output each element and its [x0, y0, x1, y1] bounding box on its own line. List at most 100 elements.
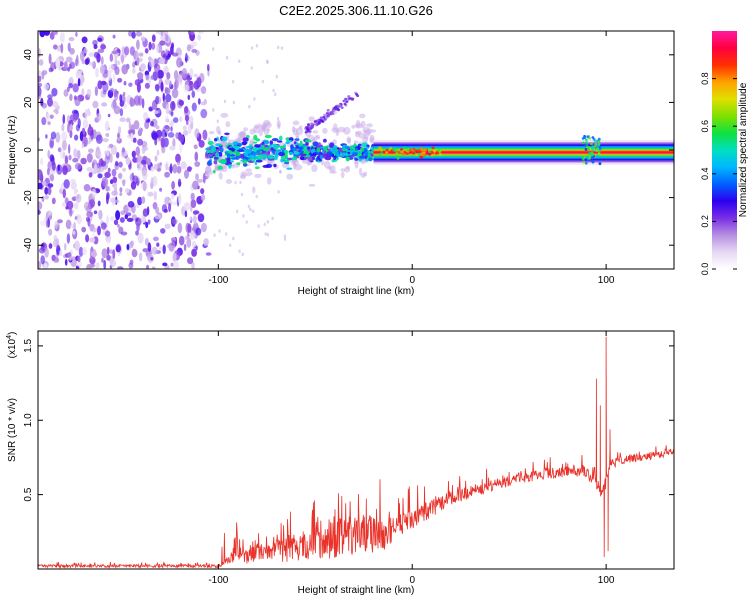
y-tick-label: 1.0: [23, 413, 34, 427]
branch-blob: [310, 125, 314, 128]
noise-blob: [168, 245, 175, 252]
noise-blob: [67, 252, 72, 258]
noise-blob: [112, 74, 116, 83]
clutter-halo: [293, 162, 297, 170]
snr-scale-exponent: 4: [6, 335, 13, 339]
sparse-dot: [242, 214, 245, 218]
noise-blob: [43, 83, 50, 91]
noise-blob: [176, 165, 182, 174]
clutter-halo: [208, 131, 215, 135]
noise-blob: [135, 146, 141, 157]
clutter-halo: [214, 162, 218, 171]
noise-blob: [191, 90, 196, 98]
noise-blob: [137, 129, 143, 137]
noise-blob: [116, 152, 120, 159]
noise-blob: [76, 215, 82, 225]
clutter-blob: [299, 153, 307, 157]
clutter-blob: [359, 151, 363, 154]
noise-blob: [117, 77, 123, 83]
noise-blob: [53, 44, 58, 50]
noise-blob: [109, 87, 115, 93]
noise-blob: [146, 158, 151, 166]
noise-blob: [165, 93, 172, 103]
noise-blob: [184, 169, 189, 179]
clutter-blob: [279, 135, 283, 141]
sparse-dot: [255, 44, 259, 48]
line-blob: [412, 147, 416, 151]
line-blob: [431, 146, 435, 150]
noise-blob: [165, 34, 169, 42]
noise-blob: [143, 112, 149, 121]
noise-blob: [51, 87, 58, 97]
clutter-halo: [221, 165, 228, 173]
sparse-dot: [223, 99, 227, 104]
noise-blob: [118, 172, 123, 179]
noise-blob: [164, 31, 169, 35]
burst-blob: [587, 157, 590, 160]
clutter-blob: [254, 155, 259, 160]
sparse-dot: [225, 55, 229, 60]
noise-blob: [83, 47, 88, 54]
noise-blob: [61, 123, 65, 132]
noise-blob: [44, 247, 49, 258]
clutter-blob: [207, 140, 214, 146]
spectrogram-y-ticks: -40 -20 0 20 40: [23, 49, 674, 252]
noise-blob: [131, 249, 138, 258]
burst-blob: [594, 143, 597, 146]
noise-blob: [127, 201, 135, 208]
burst-blob: [584, 138, 588, 142]
noise-blob: [194, 128, 200, 139]
noise-blob: [81, 88, 85, 96]
noise-blob: [131, 150, 136, 158]
noise-blob: [141, 98, 145, 109]
noise-blob: [141, 214, 146, 223]
sparse-dot: [238, 59, 241, 63]
noise-blob: [113, 88, 118, 98]
noise-blob: [104, 120, 110, 132]
noise-blob: [52, 31, 58, 35]
clutter-blob: [218, 144, 222, 146]
noise-blob: [49, 140, 54, 149]
noise-blob: [92, 100, 99, 109]
sparse-dot: [247, 204, 251, 209]
noise-blob: [52, 100, 58, 108]
noise-blob: [62, 114, 66, 125]
noise-blob: [187, 94, 191, 101]
noise-blob: [178, 235, 185, 246]
y-tick-label: 1.5: [23, 338, 34, 352]
noise-blob: [191, 102, 197, 112]
noise-blob: [173, 117, 179, 123]
noise-blob: [85, 216, 91, 223]
clutter-halo: [353, 140, 359, 144]
noise-blob: [161, 204, 168, 213]
line-blob: [430, 153, 434, 157]
branch-blob: [321, 117, 325, 120]
clutter-blob: [218, 151, 223, 157]
noise-blob: [194, 161, 201, 168]
clutter-blob: [251, 158, 256, 162]
clutter-blob: [278, 151, 286, 157]
noise-blob: [157, 69, 164, 79]
noise-blob: [48, 67, 53, 73]
clutter-blob: [296, 155, 300, 159]
noise-blob: [106, 149, 110, 157]
noise-blob: [133, 95, 141, 106]
noise-blob: [169, 121, 173, 126]
clutter-blob: [252, 152, 258, 156]
noise-blob: [178, 75, 183, 86]
burst-blob: [584, 161, 588, 165]
clutter-blob: [370, 146, 374, 150]
noise-blob: [164, 171, 171, 178]
noise-blob: [65, 219, 72, 230]
branch-blob: [323, 113, 327, 117]
noise-blob: [136, 223, 140, 232]
noise-blob: [189, 31, 195, 35]
noise-blob: [200, 222, 207, 233]
noise-blob: [160, 137, 166, 148]
noise-blob: [184, 210, 188, 218]
noise-blob: [167, 132, 175, 138]
noise-blob: [126, 217, 134, 222]
clutter-blob: [254, 166, 260, 169]
noise-blob: [161, 129, 167, 139]
noise-blob: [200, 188, 205, 195]
